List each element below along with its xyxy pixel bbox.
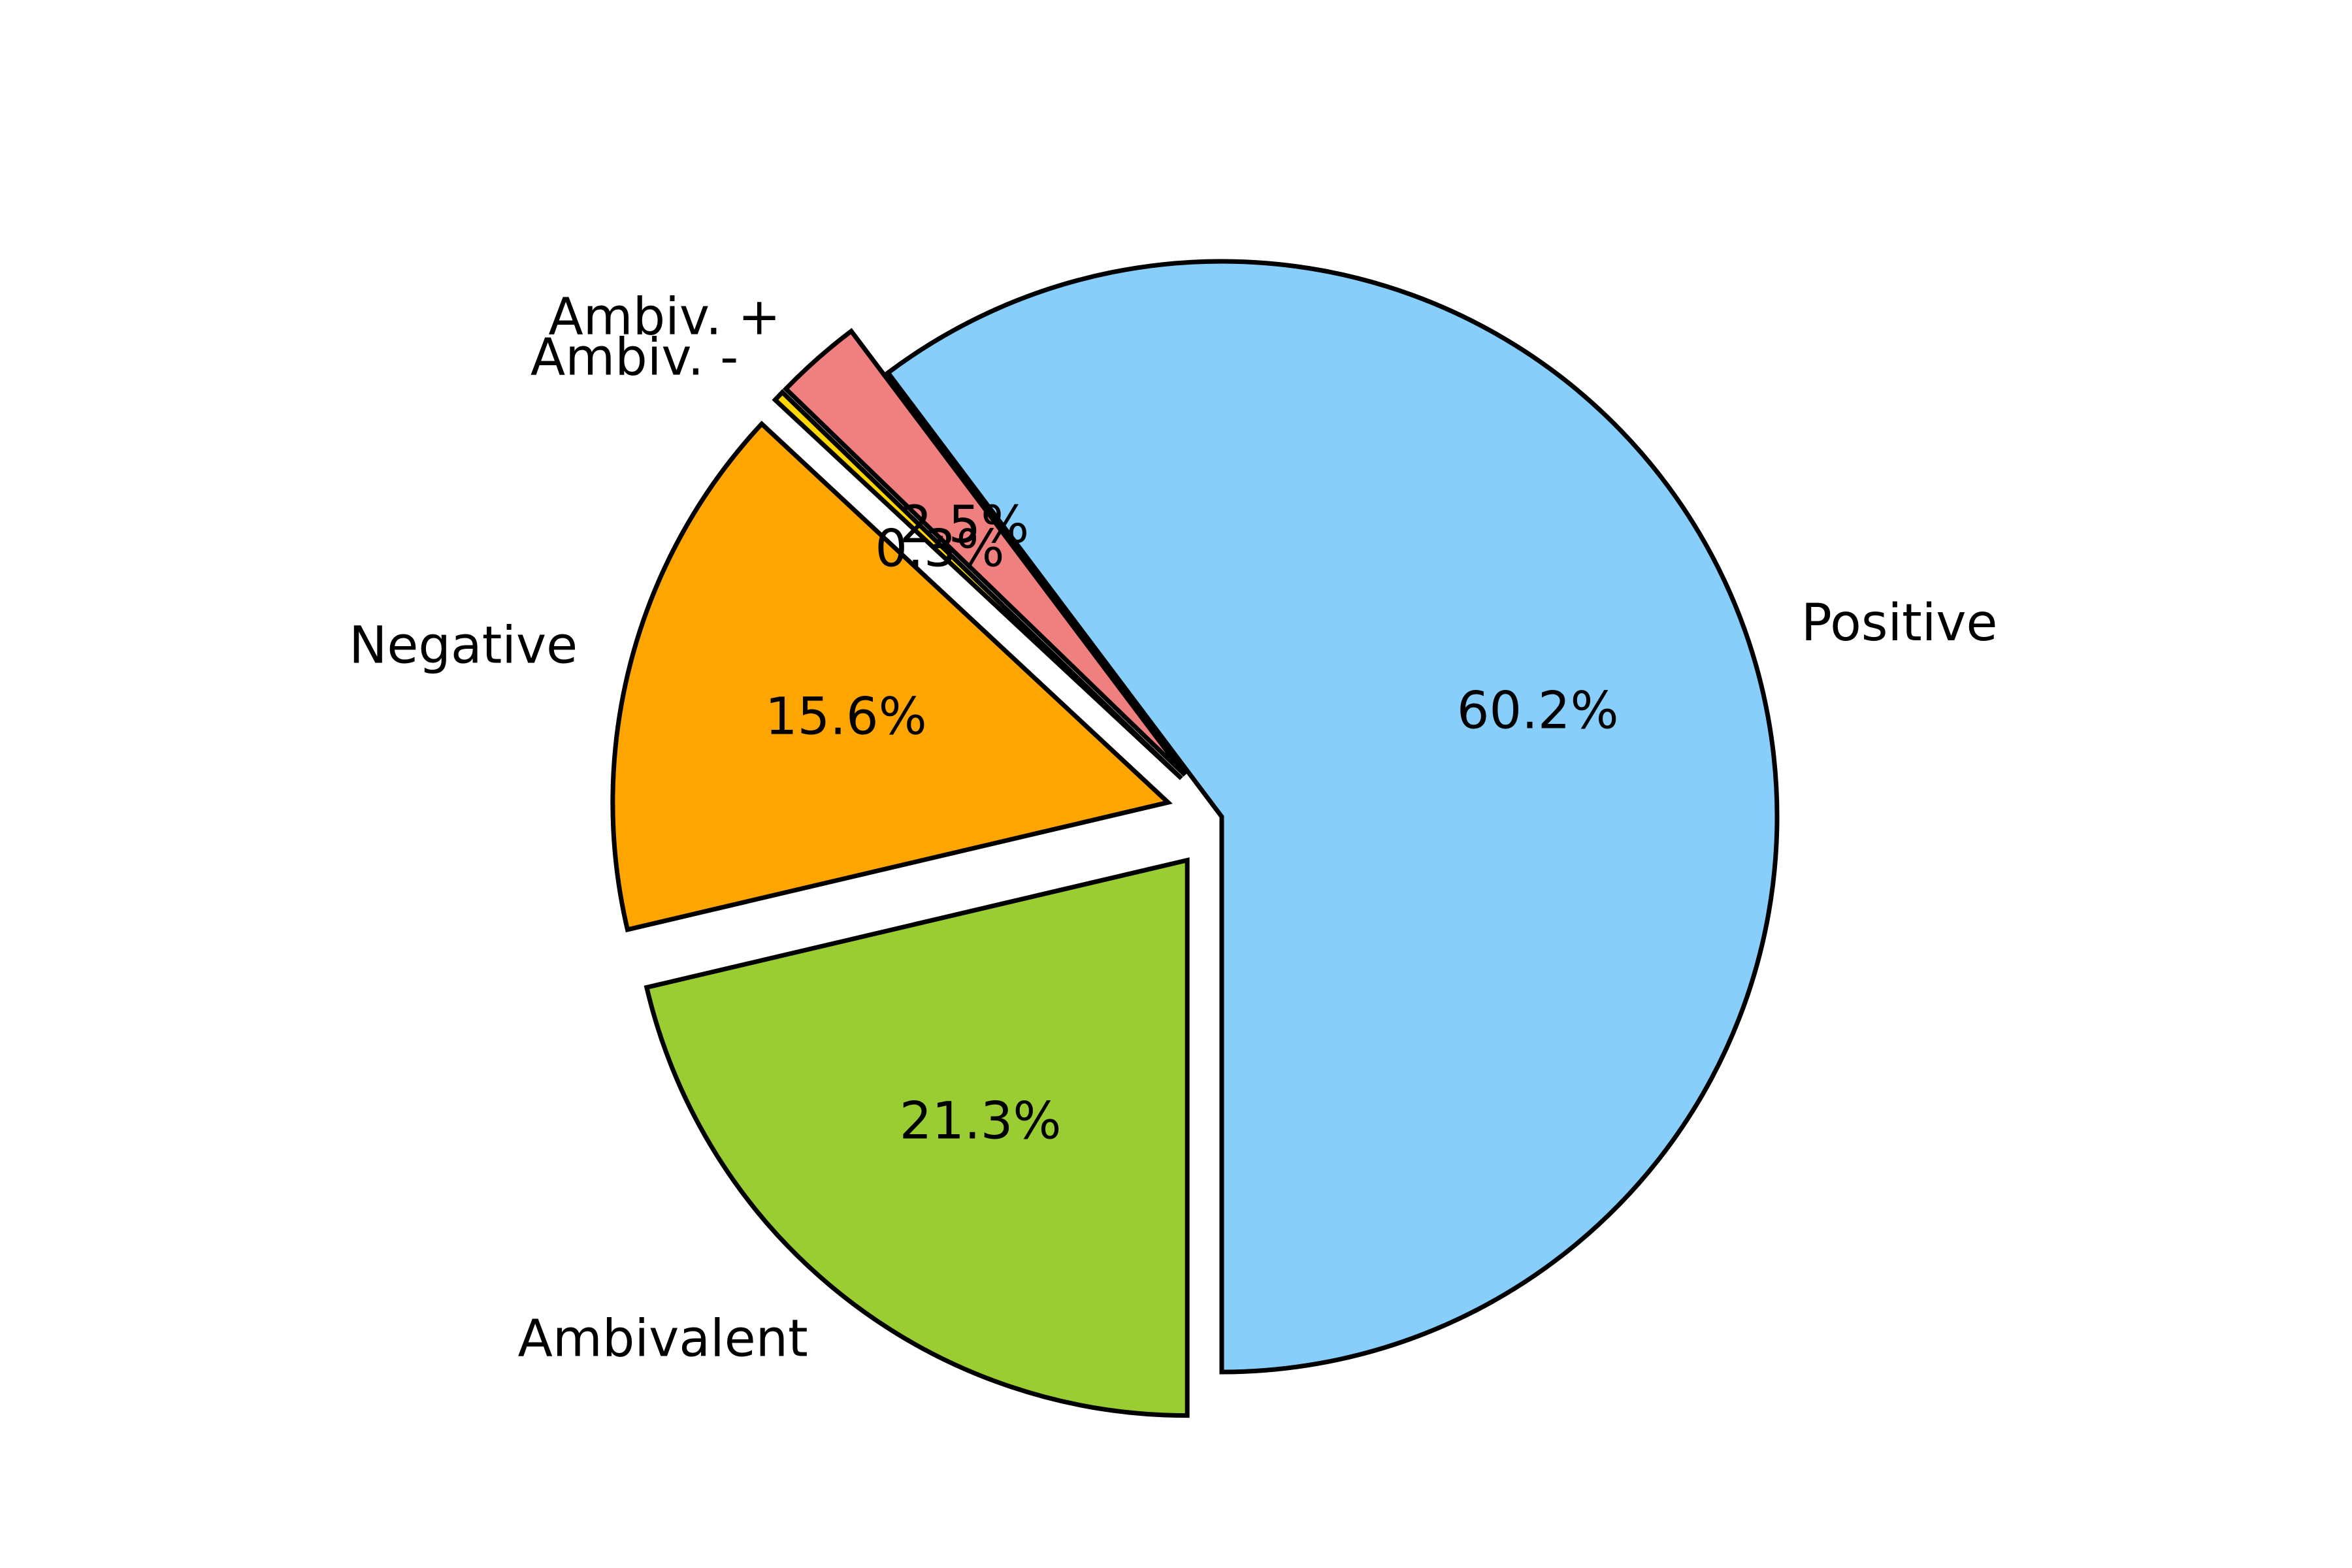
pie-slice-negative	[610, 420, 1173, 933]
pct-label-positive: 60.2%	[1457, 681, 1619, 740]
pct-label-ambiv: 2.5%	[900, 496, 1029, 555]
pct-label-ambivalent: 21.3%	[900, 1092, 1062, 1151]
pie-slice-ambiv	[782, 327, 1187, 777]
pie-slice-ambivalent	[644, 857, 1190, 1418]
category-label-positive: Positive	[1801, 594, 1998, 653]
pct-label-ambiv: 0.3%	[875, 519, 1004, 578]
percentage-labels: 60.2% 2.5%0.3% 15.6% 21.3%	[765, 496, 1619, 1151]
category-label-ambiv: Ambiv. -	[531, 329, 738, 387]
pct-label-negative: 15.6%	[765, 687, 927, 746]
category-label-negative: Negative	[349, 616, 578, 675]
category-label-ambivalent: Ambivalent	[518, 1310, 808, 1369]
pie-slice-ambiv	[772, 389, 1183, 781]
pie-slices	[610, 259, 1780, 1418]
category-labels: Positive Ambiv. +Ambiv. - Negative Ambivale…	[349, 287, 1997, 1368]
category-label-ambiv: Ambiv. +	[548, 287, 781, 346]
pie-slice-positive	[885, 259, 1780, 1375]
